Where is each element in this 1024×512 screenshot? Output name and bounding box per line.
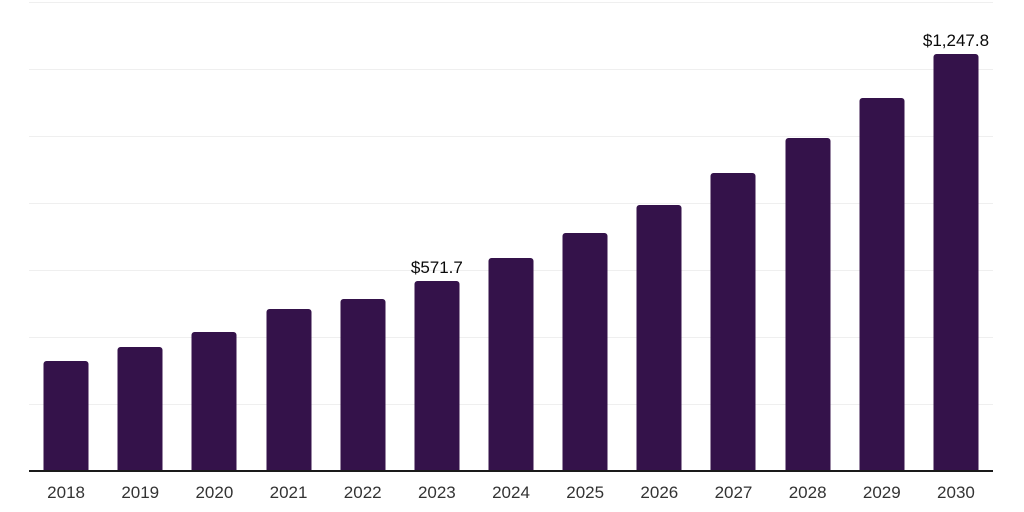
x-axis-label: 2028: [788, 483, 827, 502]
gridline: [29, 136, 993, 137]
bar-2027: [710, 172, 756, 472]
x-axis-label: 2030: [937, 483, 975, 502]
x-axis-label: 2024: [492, 483, 530, 502]
bar-slot: [845, 0, 919, 472]
plot-area: $571.7 $1,247.8: [29, 0, 993, 472]
bar-2025: [562, 232, 608, 472]
bar-slot: [103, 0, 177, 472]
x-axis-label: 2025: [566, 483, 605, 502]
x-axis-label: 2029: [862, 483, 901, 502]
gridline: [29, 2, 993, 3]
bar-slot: [696, 0, 770, 472]
x-axis-label: 2027: [714, 483, 753, 502]
gridline: [29, 69, 993, 70]
x-axis-label: 2026: [640, 483, 679, 502]
bar-value-label: $571.7: [410, 257, 463, 277]
x-axis-label: 2021: [269, 483, 308, 502]
x-axis-label: 2020: [195, 483, 234, 502]
bar-2020: [191, 331, 237, 472]
bar-2019: [117, 346, 163, 472]
bar-2021: [266, 308, 312, 472]
bar-slot: [326, 0, 400, 472]
bar-slot: [29, 0, 103, 472]
bar-slot: [771, 0, 845, 472]
bar-value-label: $1,247.8: [922, 31, 990, 50]
bar-2022: [340, 299, 386, 472]
bar-slot: $1,247.8: [919, 0, 993, 472]
bar-slot: [474, 0, 548, 472]
x-axis-labels: 2018 2019 2020 2021 2022 2023 2024 2025 2026 2027…: [29, 484, 993, 501]
bar-2026: [636, 204, 682, 472]
x-axis-line: [29, 470, 993, 472]
bar-2024: [488, 257, 534, 472]
x-axis-label: 2019: [121, 483, 160, 502]
bar-slot: [548, 0, 622, 472]
bar-slot: [177, 0, 251, 472]
x-axis-label: 2022: [343, 483, 382, 502]
bar-2029: [859, 98, 905, 472]
bars: $571.7 $1,247.8: [29, 0, 993, 472]
bar-2018: [43, 361, 89, 472]
x-axis-label: 2018: [47, 483, 85, 502]
bar-slot: [251, 0, 325, 472]
bar-slot: [622, 0, 696, 472]
gridline: [29, 203, 993, 204]
bar-2023: [414, 280, 460, 472]
x-axis-label: 2023: [417, 483, 456, 502]
bar-2028: [785, 137, 831, 472]
bar-2030: [933, 54, 979, 472]
bar-slot: $571.7: [400, 0, 474, 472]
